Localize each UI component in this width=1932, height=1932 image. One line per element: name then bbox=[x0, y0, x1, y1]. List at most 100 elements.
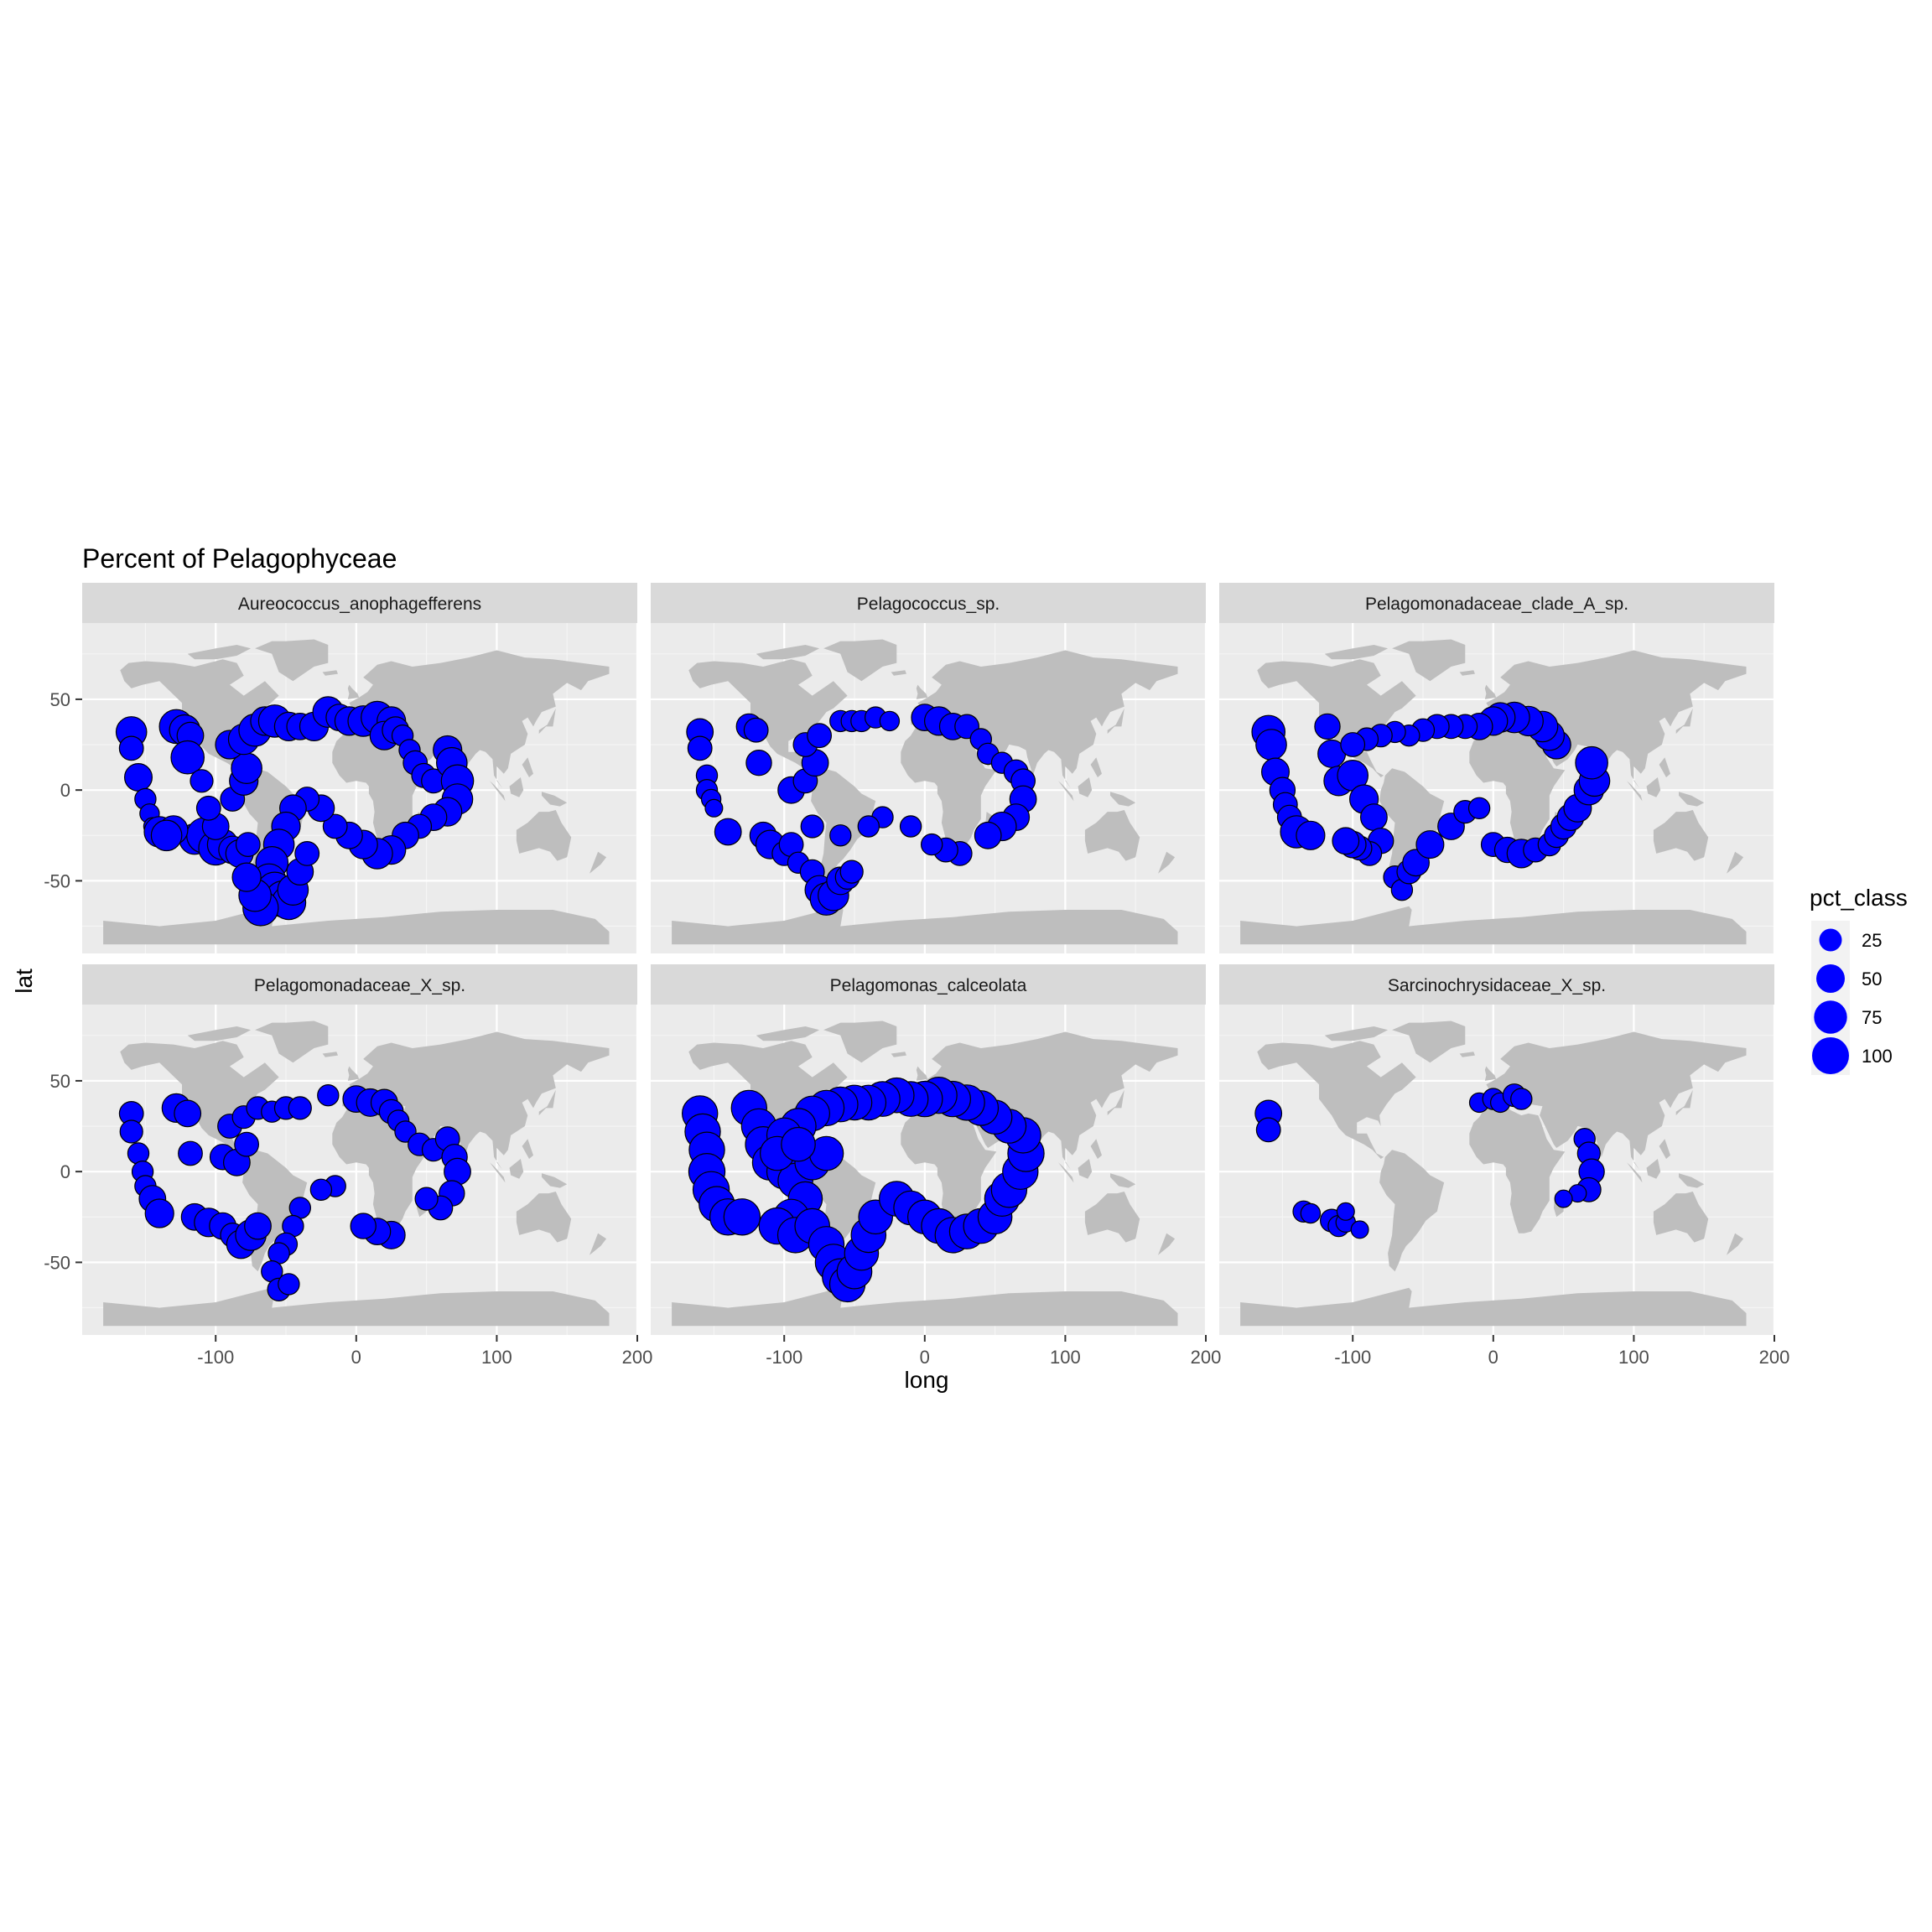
y-axis-title: lat bbox=[11, 969, 37, 994]
legend-key-point bbox=[1812, 1037, 1849, 1074]
land-polygon bbox=[120, 659, 279, 777]
data-point bbox=[118, 735, 144, 761]
facet-strip-label: Pelagococcus_sp. bbox=[857, 595, 1000, 614]
land-polygon bbox=[1484, 1066, 1497, 1081]
land-polygon bbox=[490, 781, 506, 802]
land-polygon bbox=[542, 792, 568, 807]
facet-strip-label: Sarcinochrysidaceae_X_sp. bbox=[1388, 976, 1606, 995]
land-polygon bbox=[103, 1287, 610, 1327]
land-polygon bbox=[672, 906, 1178, 945]
data-point bbox=[1359, 803, 1388, 831]
land-polygon bbox=[688, 659, 848, 777]
data-point bbox=[235, 832, 261, 857]
data-point bbox=[807, 723, 832, 749]
data-point bbox=[743, 717, 769, 743]
data-point bbox=[1575, 745, 1608, 780]
land-polygon bbox=[1646, 1159, 1661, 1179]
data-point bbox=[687, 735, 713, 761]
data-point bbox=[829, 824, 852, 847]
y-tick-label: -50 bbox=[44, 870, 70, 891]
land-polygon bbox=[1675, 1089, 1693, 1116]
data-point bbox=[309, 1178, 333, 1202]
facet-panels: Aureococcus_anophagefferens -50 0 50 Pelagoc… bbox=[44, 583, 1789, 1368]
land-polygon bbox=[1110, 792, 1136, 807]
facet-panel: Pelagococcus_sp. bbox=[651, 583, 1208, 953]
data-point bbox=[119, 1119, 143, 1144]
land-polygon bbox=[187, 1026, 252, 1041]
data-point bbox=[1467, 797, 1491, 820]
data-point bbox=[127, 1142, 150, 1165]
land-polygon bbox=[255, 639, 329, 682]
x-tick-label: -100 bbox=[1334, 1347, 1371, 1368]
land-polygon bbox=[1659, 1139, 1670, 1159]
data-point bbox=[857, 815, 880, 838]
data-point bbox=[150, 819, 183, 852]
land-polygon bbox=[1240, 1287, 1747, 1327]
chart-title: Percent of Pelagophyceae bbox=[82, 543, 397, 574]
data-point bbox=[1296, 820, 1326, 850]
land-polygon bbox=[322, 670, 338, 676]
x-tick-label: 200 bbox=[622, 1347, 653, 1368]
land-polygon bbox=[1627, 781, 1643, 802]
data-point bbox=[920, 833, 943, 856]
facet-strip bbox=[1219, 583, 1774, 623]
land-polygon bbox=[522, 1139, 533, 1159]
data-point bbox=[1314, 713, 1341, 740]
land-polygon bbox=[1484, 684, 1497, 699]
x-tick-label: 100 bbox=[1618, 1347, 1649, 1368]
land-polygon bbox=[672, 1287, 1178, 1327]
data-point bbox=[899, 815, 922, 838]
land-polygon bbox=[1090, 1139, 1102, 1159]
land-polygon bbox=[1469, 1104, 1566, 1233]
land-polygon bbox=[1727, 1233, 1744, 1255]
land-polygon bbox=[1078, 777, 1093, 797]
land-polygon bbox=[891, 1052, 906, 1057]
data-point bbox=[124, 762, 153, 792]
land-polygon bbox=[538, 1089, 556, 1116]
data-point bbox=[170, 740, 205, 775]
land-polygon bbox=[911, 1031, 1178, 1170]
facet-panel: Sarcinochrysidaceae_X_sp. -100 0 100 200 bbox=[1219, 964, 1789, 1368]
x-tick-label: 100 bbox=[481, 1347, 512, 1368]
land-polygon bbox=[322, 1052, 338, 1057]
land-polygon bbox=[522, 757, 533, 777]
data-point bbox=[350, 1213, 377, 1239]
land-polygon bbox=[1158, 1233, 1176, 1255]
data-point bbox=[1332, 827, 1360, 855]
land-polygon bbox=[1379, 768, 1445, 891]
data-point bbox=[879, 710, 901, 732]
x-tick-label: 0 bbox=[351, 1347, 361, 1368]
land-polygon bbox=[1107, 1089, 1124, 1116]
data-point bbox=[294, 841, 320, 866]
y-tick-label: 0 bbox=[60, 780, 70, 801]
facet-panel: Pelagomonas_calceolata -100 0 100 200 bbox=[651, 964, 1221, 1368]
facet-strip bbox=[82, 583, 637, 623]
legend-key-point bbox=[1819, 928, 1842, 952]
facet-strip-label: Pelagomonadaceae_clade_A_sp. bbox=[1365, 595, 1628, 614]
land-polygon bbox=[120, 1041, 279, 1159]
data-point bbox=[317, 1083, 340, 1107]
land-polygon bbox=[1679, 792, 1705, 807]
x-tick-label: 200 bbox=[1759, 1347, 1790, 1368]
x-tick-label: -100 bbox=[197, 1347, 234, 1368]
land-polygon bbox=[1379, 1150, 1445, 1272]
facet-panel: Pelagomonadaceae_X_sp. -50 0 50 -100 0 100 200 bbox=[44, 964, 652, 1368]
data-point bbox=[800, 814, 824, 839]
land-polygon bbox=[756, 1026, 820, 1041]
land-polygon bbox=[1324, 1026, 1389, 1041]
land-polygon bbox=[916, 684, 928, 699]
facet-strip-label: Pelagomonadaceae_X_sp. bbox=[254, 976, 465, 995]
legend-entry-label: 50 bbox=[1862, 969, 1882, 989]
data-point bbox=[1255, 1117, 1281, 1143]
land-polygon bbox=[589, 1233, 607, 1255]
land-polygon bbox=[1392, 1021, 1466, 1063]
data-point bbox=[1300, 1202, 1322, 1224]
land-polygon bbox=[756, 645, 820, 660]
land-polygon bbox=[509, 1159, 524, 1179]
land-polygon bbox=[823, 1021, 897, 1063]
land-polygon bbox=[542, 1173, 568, 1188]
land-polygon bbox=[1646, 777, 1661, 797]
data-point bbox=[714, 818, 742, 846]
data-point bbox=[278, 1273, 300, 1296]
land-polygon bbox=[1479, 1031, 1747, 1170]
